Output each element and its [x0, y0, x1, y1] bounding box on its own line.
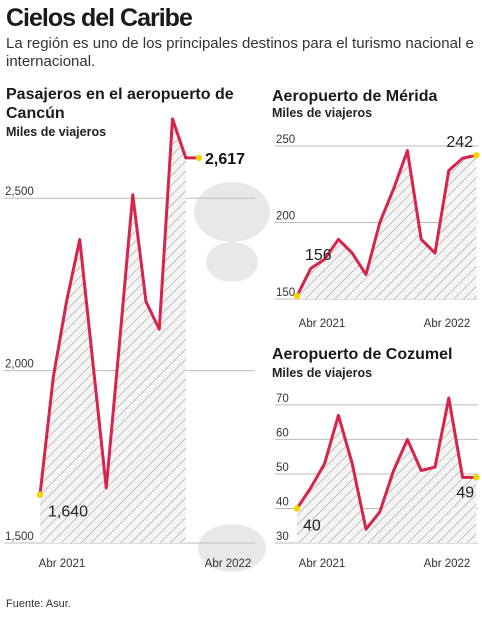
cozumel-last-value-label: 49	[456, 484, 474, 501]
cozumel-x-tick-label: Abr 2022	[424, 558, 471, 570]
cozumel-first-point	[293, 505, 301, 512]
cancun-y-tick-label: 2,000	[5, 359, 34, 371]
cozumel-y-tick-label: 30	[276, 531, 289, 543]
cozumel-chart: 30 40 50 60 70 40 49 Abr 2021 Abr 2022	[275, 393, 480, 570]
merida-last-point	[473, 151, 480, 159]
cancun-last-point	[195, 154, 203, 162]
merida-y-tick-label: 150	[276, 287, 295, 299]
merida-last-value-label: 242	[446, 134, 473, 151]
cancun-last-value-label: 2,617	[205, 151, 245, 168]
cozumel-first-value-label: 40	[303, 517, 321, 534]
cozumel-chart-title: Aeropuerto de Cozumel	[272, 346, 453, 363]
merida-y-tick-label: 200	[276, 211, 295, 223]
page-subtitle: La región es uno de los principales dest…	[6, 35, 474, 70]
cozumel-last-point	[473, 474, 480, 481]
merida-chart: 150 200 250 156 242 Abr 2021 Abr 2022	[275, 134, 480, 330]
cancun-y-tick-label: 1,500	[5, 531, 34, 543]
cancun-x-tick-label: Abr 2022	[205, 558, 252, 570]
cancun-chart: 1,500 2,000 2,500 1,640 2,617 Abr 2021 Abr 202…	[4, 117, 255, 570]
watermark-emblem-top	[194, 182, 270, 282]
merida-chart-title: Aeropuerto de Mérida	[272, 88, 438, 105]
cozumel-area-fill	[297, 398, 477, 543]
merida-x-tick-label: Abr 2021	[299, 318, 346, 330]
cozumel-series-line	[295, 396, 477, 531]
cozumel-y-tick-label: 70	[276, 393, 289, 405]
page-title: Cielos del Caribe	[6, 4, 193, 32]
merida-first-point	[293, 292, 301, 300]
cancun-area-fill	[40, 118, 186, 544]
source-note: Fuente: Asur.	[6, 598, 71, 610]
cancun-chart-title: Pasajeros en el aeropuerto de Cancún	[6, 86, 234, 122]
cancun-y-tick-label: 2,500	[5, 186, 34, 198]
merida-y-tick-label: 250	[276, 134, 295, 146]
merida-x-tick-label: Abr 2022	[424, 318, 471, 330]
cancun-chart-ylabel: Miles de viajeros	[6, 125, 107, 139]
cancun-first-point	[36, 491, 44, 498]
cancun-series-line	[38, 117, 199, 495]
merida-area-fill	[297, 150, 477, 299]
cancun-x-tick-label: Abr 2021	[39, 558, 86, 570]
cancun-first-value-label: 1,640	[48, 504, 88, 521]
cozumel-x-tick-label: Abr 2021	[299, 558, 346, 570]
cozumel-chart-ylabel: Miles de viajeros	[272, 366, 373, 380]
merida-chart-ylabel: Miles de viajeros	[272, 106, 373, 120]
watermark-emblem-bottom	[198, 524, 266, 572]
cozumel-y-tick-label: 60	[276, 427, 289, 439]
merida-first-value-label: 156	[305, 247, 332, 264]
cozumel-y-tick-label: 40	[276, 496, 289, 508]
cozumel-y-tick-label: 50	[276, 462, 289, 474]
merida-series-line	[295, 149, 477, 297]
